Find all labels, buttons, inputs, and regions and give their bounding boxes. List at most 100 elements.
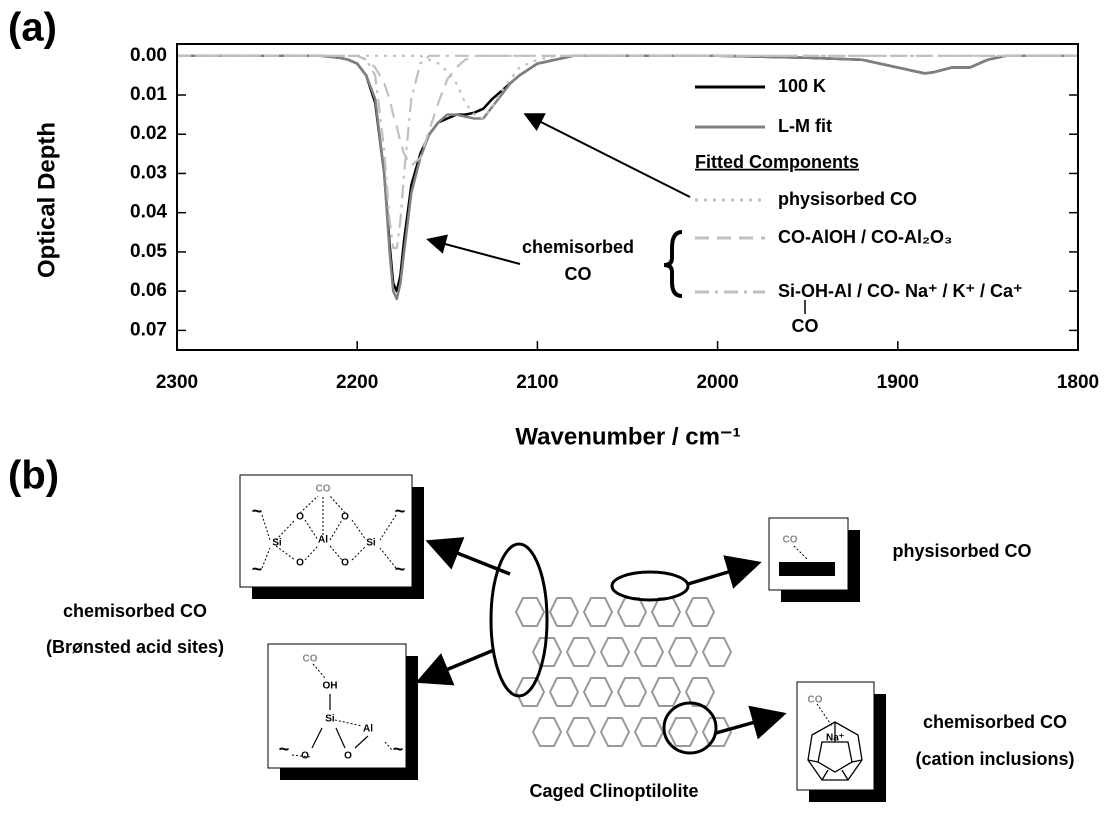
arrow (523, 113, 691, 198)
box (239, 474, 413, 588)
label: (Brønsted acid sites) (46, 637, 224, 657)
diagram-text: O (344, 751, 352, 762)
y-tick-label: 0.02 (130, 123, 167, 144)
legend-subnote: CO (792, 316, 819, 336)
bonds (311, 694, 369, 749)
y-tick-label: 0.00 (130, 45, 167, 66)
diagram-text: O (341, 512, 349, 523)
diagram-text: ~ (279, 739, 290, 759)
diagram-text: O (341, 558, 349, 569)
diagram-text: CO (783, 535, 798, 546)
diagram-text: CO (316, 484, 331, 495)
diagram-text: ~ (393, 739, 404, 759)
cage-ring (582, 597, 614, 627)
label: (cation inclusions) (915, 749, 1074, 769)
diagram-text: O (301, 751, 309, 762)
y-tick-label: 0.06 (130, 280, 167, 301)
box (768, 517, 849, 591)
x-tick-label: 2300 (156, 372, 198, 393)
cage-ring (616, 677, 648, 707)
legend-label: Si-OH-Al / CO- Na⁺ / K⁺ / Ca⁺ (778, 281, 1023, 301)
cage-ring (616, 597, 648, 627)
arrow (426, 234, 521, 265)
label: physisorbed CO (892, 541, 1031, 561)
x-tick-label: 2100 (516, 372, 558, 393)
series-line (177, 54, 1078, 250)
surface (779, 562, 835, 576)
diagram-text: Si (325, 714, 335, 725)
panel-label: (b) (8, 454, 59, 498)
cage-ring (650, 677, 682, 707)
y-tick-label: 0.03 (130, 162, 167, 183)
cage-ring (565, 637, 597, 667)
legend-label: CO-AlOH / CO-Al₂O₃ (778, 227, 952, 247)
cage-ring (684, 597, 716, 627)
diagram-text: ~ (395, 501, 406, 521)
diagram-text: CO (303, 654, 318, 665)
cage-ring (633, 637, 665, 667)
legend-label: L-M fit (778, 116, 832, 136)
y-tick-label: 0.01 (130, 84, 167, 105)
cage-ring (633, 717, 665, 747)
arrows (415, 537, 787, 740)
label: Caged Clinoptilolite (530, 781, 699, 801)
diagram-text: Al (318, 535, 328, 546)
annotation: CO (565, 264, 592, 284)
cage-ring (514, 597, 546, 627)
y-tick-label: 0.05 (130, 241, 167, 262)
y-tick-label: 0.04 (130, 202, 167, 223)
x-tick-label: 1900 (877, 372, 919, 393)
diagram-text: ~ (252, 501, 263, 521)
cage-ring (582, 677, 614, 707)
highlight (610, 570, 690, 602)
cage-ring (701, 637, 733, 667)
series-line (177, 54, 1078, 301)
diagram-text: Si (366, 538, 376, 549)
x-axis-label: Wavenumber / cm⁻¹ (515, 423, 740, 450)
highlight (662, 701, 718, 755)
cage-ring (548, 677, 580, 707)
label: chemisorbed CO (63, 601, 207, 621)
chart: (a) Optical Depth Wavenumber / cm⁻¹ Fitt… (8, 6, 859, 451)
diagram-text: Si (272, 538, 282, 549)
x-tick-label: 2000 (696, 372, 738, 393)
x-tick-label: 1800 (1057, 372, 1099, 393)
brace (663, 230, 683, 298)
cage-ring (599, 717, 631, 747)
x-tick-label: 2200 (336, 372, 378, 393)
legend-heading: Fitted Components (695, 152, 859, 172)
y-tick-label: 0.07 (130, 319, 167, 340)
cage-ring (565, 717, 597, 747)
cage-ring (667, 717, 699, 747)
diagram-text: Al (363, 724, 373, 735)
diagram-text: CO (808, 695, 823, 706)
bonds (261, 495, 833, 758)
box (267, 643, 407, 769)
legend-label: physisorbed CO (778, 189, 917, 209)
cage-ring (650, 597, 682, 627)
cage (807, 721, 863, 781)
cage-ring (667, 637, 699, 667)
cage-ring (548, 597, 580, 627)
diagram: (b) chemisorbed CO (Brønsted acid sites)… (8, 454, 1075, 802)
series-line (177, 54, 1078, 167)
cage-ring (531, 717, 563, 747)
cage-ring (684, 677, 716, 707)
y-axis-label: Optical Depth (33, 122, 60, 278)
diagram-text: O (296, 512, 304, 523)
annotation: chemisorbed (522, 237, 634, 257)
diagram-text: ~ (252, 559, 263, 579)
legend-label: 100 K (778, 76, 826, 96)
plot-frame (176, 43, 1079, 351)
diagram-text: ~ (395, 559, 406, 579)
label: chemisorbed CO (923, 712, 1067, 732)
diagram-text: Na⁺ (826, 733, 844, 744)
cage-ring (599, 637, 631, 667)
series-line (177, 54, 1078, 120)
highlight (489, 542, 549, 698)
cage-ring (514, 677, 546, 707)
diagram-text: O (296, 558, 304, 569)
panel-label: (a) (8, 6, 57, 50)
diagram-text: OH (323, 681, 338, 692)
